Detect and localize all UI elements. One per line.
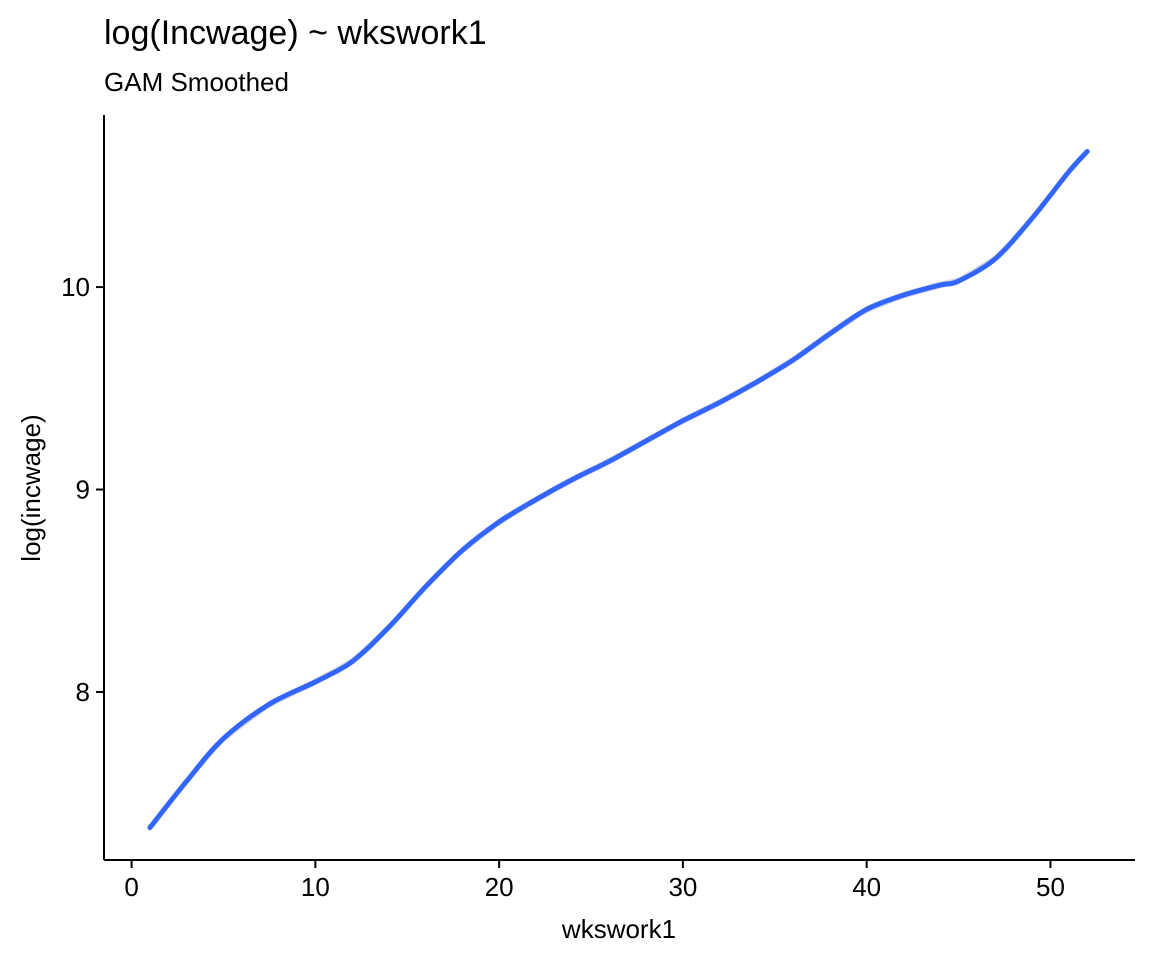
chart-subtitle: GAM Smoothed xyxy=(104,67,289,97)
x-tick-label: 40 xyxy=(852,872,881,902)
y-axis-title: log(incwage) xyxy=(16,414,46,561)
x-tick-label: 20 xyxy=(485,872,514,902)
y-axis-ticks: 8 9 10 xyxy=(61,272,104,707)
plot-area xyxy=(147,147,1090,832)
x-axis-ticks: 0 10 20 30 40 50 xyxy=(124,860,1065,902)
x-tick-label: 10 xyxy=(301,872,330,902)
confidence-band xyxy=(149,147,1088,832)
smooth-line xyxy=(147,148,1090,831)
x-tick-label: 50 xyxy=(1036,872,1065,902)
x-tick-label: 30 xyxy=(668,872,697,902)
y-tick-label: 8 xyxy=(76,677,90,707)
chart-title: log(Incwage) ~ wkswork1 xyxy=(104,14,487,52)
y-tick-label: 9 xyxy=(76,475,90,505)
x-axis-title: wkswork1 xyxy=(561,914,676,944)
x-tick-label: 0 xyxy=(124,872,138,902)
y-tick-label: 10 xyxy=(61,272,90,302)
